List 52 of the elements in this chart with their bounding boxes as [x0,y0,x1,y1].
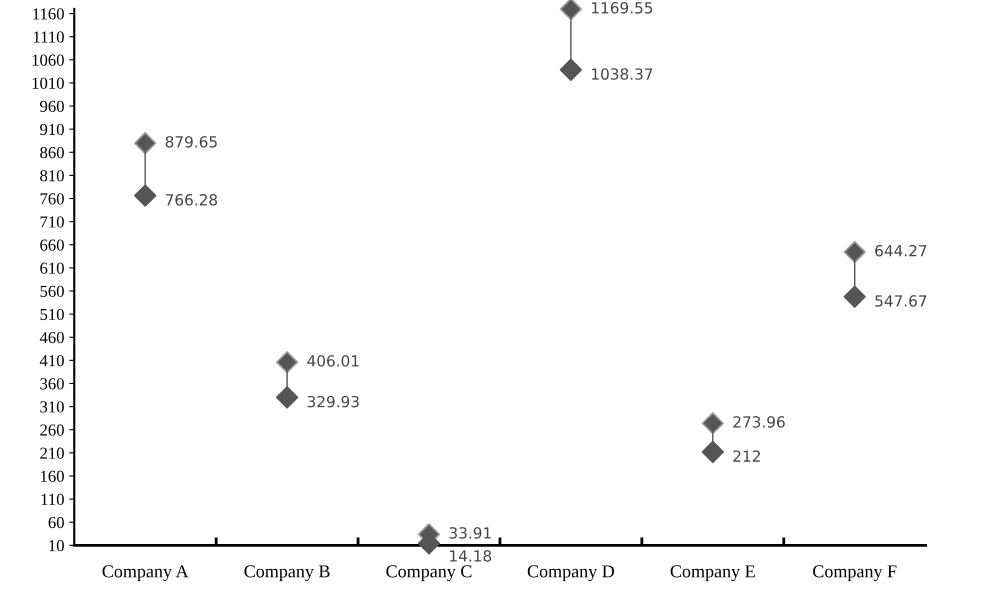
y-tick-label: 60 [48,516,64,528]
y-tick-label: 960 [40,100,64,112]
y-tick-label: 210 [40,448,64,459]
point [702,440,724,464]
point [276,351,298,374]
x-tick-label: Company C [386,565,472,582]
y-tick-label: 860 [40,146,64,158]
data-label: 547.67 [875,295,926,307]
y-tick-label: 760 [40,193,64,204]
data-label: 329.93 [308,396,359,408]
y-tick-label: 410 [40,355,64,366]
y-tick-label: 1010 [32,78,64,89]
y-tick-label: 1110 [34,31,64,43]
point [134,184,156,207]
point [560,0,582,20]
data-label: 14.18 [450,550,492,562]
data-label: 406.01 [307,355,359,367]
y-tick-label: 1060 [32,54,64,66]
y-tick-label: 460 [40,332,64,344]
y-tick-label: 660 [40,239,64,251]
data-label: 766.28 [166,194,218,206]
data-label: 1038.37 [592,68,652,80]
data-label: 879.65 [166,136,217,148]
data-label: 33.91 [450,527,491,539]
point [844,286,866,308]
y-tick-label: 160 [40,470,64,482]
y-tick-label: 110 [42,494,64,506]
data-label: 1169.55 [592,2,652,14]
y-tick-label: 810 [40,170,64,182]
y-tick-label: 1160 [33,8,64,20]
data-label: 644.27 [875,244,926,256]
data-label: 212 [733,450,760,462]
y-tick-label: 510 [40,308,64,320]
point [134,132,156,154]
y-tick-label: 310 [40,401,64,413]
y-tick-label: 910 [40,124,64,136]
y-tick-label: 710 [40,216,64,228]
point [844,240,866,264]
y-tick-label: 560 [40,286,64,297]
x-tick-label: Company F [813,565,896,582]
y-tick-label: 10 [49,540,64,552]
data-label: 273.96 [733,416,785,428]
x-tick-label: Company E [670,565,755,582]
point [702,412,724,434]
y-tick-label: 260 [40,424,64,436]
y-tick-label: 610 [40,262,64,274]
point [276,386,298,409]
x-tick-label: Company B [244,565,330,582]
x-tick-label: Company A [102,565,188,582]
y-tick-label: 360 [40,378,64,390]
x-tick-label: Company D [528,565,614,582]
point [560,58,582,81]
